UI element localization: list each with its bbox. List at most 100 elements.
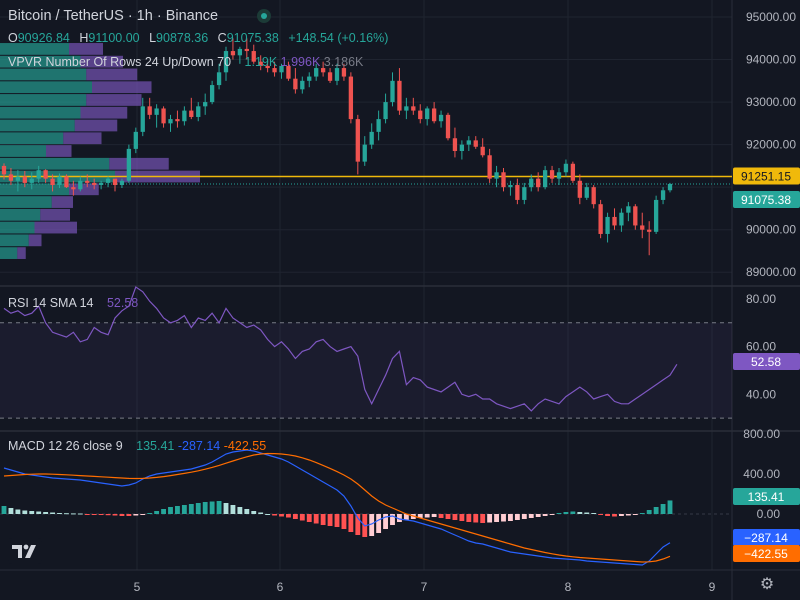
candle-body-45 <box>314 68 319 77</box>
vp-down-14 <box>34 221 77 234</box>
candle-body-95 <box>660 190 666 200</box>
macd-tick-label-0: 800.00 <box>743 427 780 441</box>
vpvr-total: 3.186K <box>323 55 364 69</box>
vpvr-label: VPVR <box>8 55 43 69</box>
vp-down-5 <box>80 106 128 119</box>
open-key: O <box>8 31 18 45</box>
vp-up-15 <box>0 234 29 247</box>
vp-down-6 <box>74 119 118 132</box>
candle-body-81 <box>563 163 569 173</box>
candle-body-68 <box>473 140 478 147</box>
macd-hist-bar-67 <box>466 514 472 522</box>
macd-hist-bar-95 <box>660 504 666 514</box>
macd-hist-bar-35 <box>244 509 250 514</box>
macd-hist-bar-10 <box>70 513 76 515</box>
macd-hist-bar-85 <box>591 513 597 514</box>
signal-badge: −287.14 <box>744 531 788 545</box>
macd-hist-bar-76 <box>528 514 534 518</box>
macd-hist-bar-8 <box>57 513 62 514</box>
candle-body-7 <box>50 178 55 186</box>
symbol-title[interactable]: Bitcoin / TetherUS · 1h · Binance <box>8 8 219 24</box>
macd-hist-bar-31 <box>216 501 222 514</box>
macd-hist-bar-23 <box>161 509 166 514</box>
macd-hist-bar-18 <box>126 514 132 516</box>
macd-hist-bar-84 <box>584 512 590 514</box>
candle-body-78 <box>542 170 548 188</box>
candle-body-14 <box>98 182 104 186</box>
price-tick-label-1: 94000.00 <box>746 53 796 67</box>
macd-hist-bar-47 <box>327 514 333 526</box>
vp-up-4 <box>0 94 87 106</box>
high-value: 91100.00 <box>88 31 140 45</box>
vp-down-15 <box>28 234 42 247</box>
gear-icon[interactable]: ⚙ <box>759 576 775 593</box>
rsi-legend[interactable]: RSI 14 SMA 14 52.58 <box>8 296 138 310</box>
candle-body-65 <box>452 138 458 152</box>
candle-body-20 <box>140 106 145 132</box>
tradingview-logo-icon[interactable] <box>8 538 42 564</box>
vp-up-1 <box>0 55 81 68</box>
macd-label: MACD <box>8 439 45 453</box>
macd-hist-bar-4 <box>29 511 35 514</box>
candle-body-29 <box>203 102 208 107</box>
rsi-band <box>0 322 732 419</box>
candle-body-80 <box>556 172 562 179</box>
macd-hist-bar-87 <box>605 514 610 516</box>
signal-badge-bg <box>733 529 800 546</box>
candle-body-48 <box>334 68 340 81</box>
macd-hist-bar-74 <box>514 514 520 520</box>
macd-hist-bar-63 <box>438 514 444 518</box>
signal-line <box>3 452 671 563</box>
candle-body-66 <box>459 144 465 152</box>
candle-body-76 <box>529 178 534 188</box>
macd-hist-bar-60 <box>417 514 423 518</box>
candle-body-88 <box>612 216 617 226</box>
price-tick-label-5: 89000.00 <box>746 265 796 279</box>
candle-body-17 <box>119 180 125 186</box>
macd-hist-bar-39 <box>272 514 277 516</box>
candle-body-94 <box>653 199 659 232</box>
macd-hist-bar-92 <box>639 513 645 514</box>
price-line-badge: 91251.15 <box>741 169 791 183</box>
candle-body-19 <box>133 131 138 149</box>
vp-up-12 <box>0 196 52 208</box>
vp-down-8 <box>46 145 72 157</box>
vpvr-legend[interactable]: VPVR Number Of Rows 24 Up/Down 70 1.19K … <box>8 55 363 69</box>
candle-body-69 <box>480 146 485 156</box>
time-tick-label-2: 7 <box>421 580 428 594</box>
macd-hist-bar-45 <box>313 514 319 524</box>
macd-badge: 135.41 <box>748 490 785 504</box>
macd-hist-bar-30 <box>209 501 215 514</box>
time-tick-label-1: 6 <box>277 580 284 594</box>
candle-body-53 <box>369 131 374 145</box>
candle-body-43 <box>300 80 305 90</box>
macd-hist-bar-94 <box>653 507 659 514</box>
macd-pane <box>0 449 732 566</box>
candle-body-59 <box>411 106 416 111</box>
price-line-badge-bg <box>733 167 800 185</box>
vp-down-12 <box>51 196 73 208</box>
candle-body-27 <box>189 110 194 117</box>
vpvr-down: 1.996K <box>280 55 321 69</box>
rsi-line <box>3 286 678 412</box>
macd-hist-bar-68 <box>473 514 479 523</box>
candle-body-11 <box>78 180 83 190</box>
histogram-badge-bg <box>733 545 800 562</box>
candle-body-38 <box>265 65 270 69</box>
macd-hist-bar-3 <box>22 510 28 514</box>
macd-tick-label-1: 400.00 <box>743 467 780 481</box>
vp-down-1 <box>80 55 123 68</box>
macd-hist-bar-71 <box>494 514 499 522</box>
macd-hist-bar-77 <box>535 514 541 517</box>
macd-hist-bar-37 <box>258 512 264 514</box>
candle-body-56 <box>390 80 395 103</box>
vp-up-11 <box>0 183 69 196</box>
candle-body-41 <box>286 65 291 79</box>
macd-hist-bar-50 <box>348 514 354 532</box>
candle-body-60 <box>418 110 423 120</box>
macd-params: 12 26 close 9 <box>48 439 123 453</box>
macd-hist-bar-79 <box>549 514 555 515</box>
macd-hist-bar-20 <box>140 514 146 515</box>
macd-legend[interactable]: MACD 12 26 close 9 135.41 -287.14 -422.5… <box>8 439 266 453</box>
